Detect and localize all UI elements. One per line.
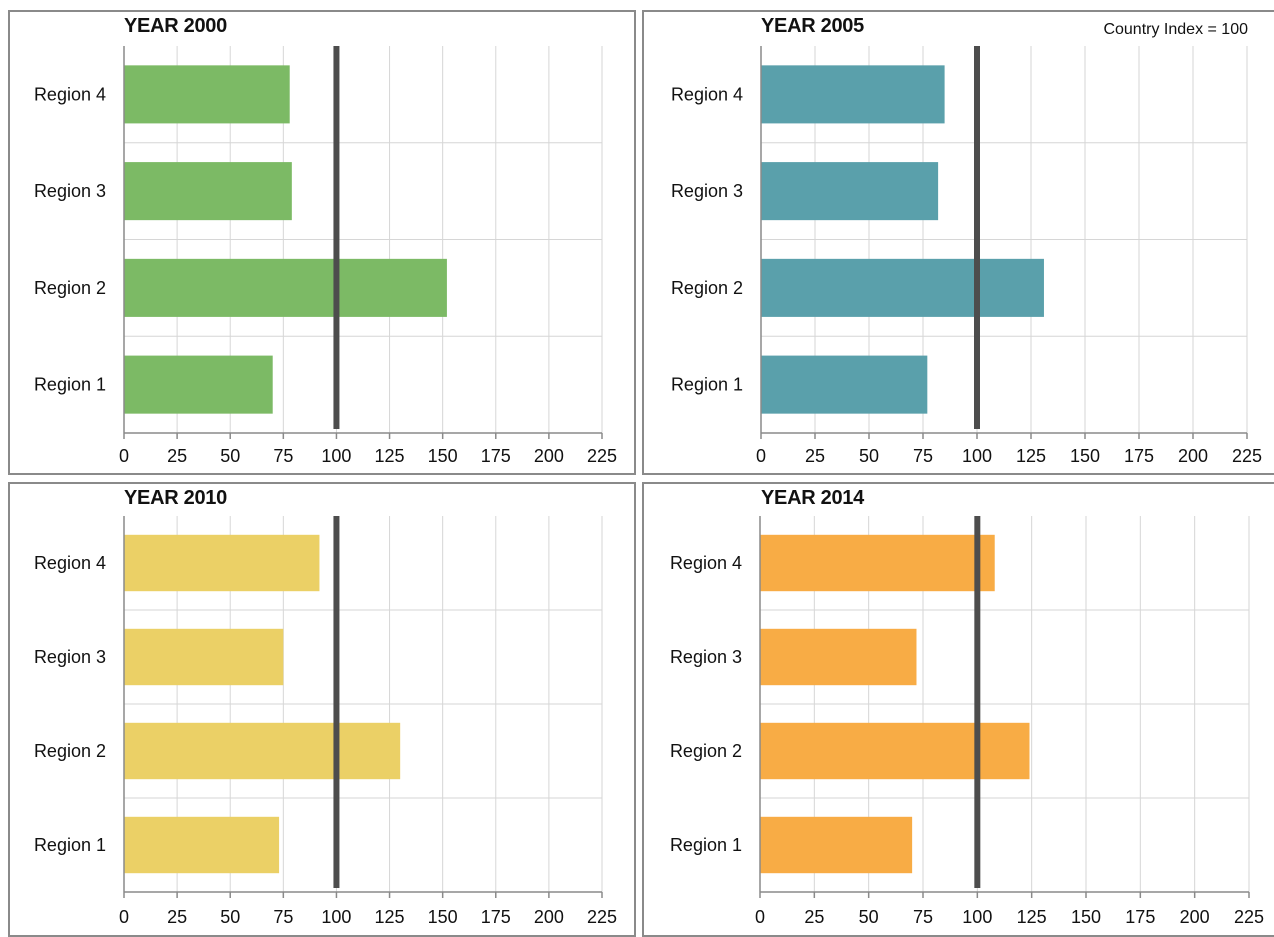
chart-title: YEAR 2000 — [124, 15, 227, 37]
x-tick-label: 175 — [481, 446, 511, 466]
category-label: Region 1 — [34, 375, 106, 395]
bar-region-1 — [761, 355, 928, 414]
category-label: Region 4 — [34, 553, 106, 573]
bar-region-3 — [760, 628, 917, 686]
x-tick-label: 0 — [755, 907, 765, 927]
bar-region-1 — [124, 355, 273, 414]
x-tick-label: 50 — [859, 446, 879, 466]
category-label: Region 2 — [34, 741, 106, 761]
x-tick-label: 175 — [1125, 907, 1155, 927]
bar-region-1 — [760, 816, 913, 874]
x-tick-label: 25 — [167, 446, 187, 466]
x-tick-label: 25 — [804, 907, 824, 927]
bar-chart-year-2000: Region 4 Region 3 Region 2 Region 1 0 25 50 75 1… — [34, 46, 617, 466]
x-tick-label: 125 — [375, 446, 405, 466]
bar-chart-year-2010: Region 4 Region 3 Region 2 Region 1 0 25 50 75 1… — [34, 516, 617, 927]
x-tick-label: 25 — [167, 907, 187, 927]
x-tick-label: 150 — [1070, 446, 1100, 466]
x-tick-label: 225 — [1232, 446, 1262, 466]
category-label: Region 3 — [34, 647, 106, 667]
chart-panel-year-2005: YEAR 2005 Country Index = 100 Region 4 Re… — [642, 10, 1274, 475]
bar-region-3 — [761, 162, 939, 221]
chart-panel-year-2014: YEAR 2014 Region 4 Region 3 Region 2 Region… — [642, 482, 1274, 937]
category-label: Region 4 — [671, 84, 743, 104]
x-tick-label: 100 — [962, 907, 992, 927]
category-label: Region 2 — [671, 278, 743, 298]
x-tick-label: 75 — [273, 446, 293, 466]
category-label: Region 2 — [34, 278, 106, 298]
bar-chart-year-2005: Region 4 Region 3 Region 2 Region 1 0 25 50 75 1… — [671, 46, 1262, 466]
x-tick-label: 175 — [481, 907, 511, 927]
bar-region-2 — [761, 258, 1044, 317]
category-label: Region 3 — [670, 647, 742, 667]
x-tick-label: 100 — [962, 446, 992, 466]
bar-region-2 — [124, 722, 401, 780]
x-tick-label: 75 — [273, 907, 293, 927]
x-tick-label: 75 — [913, 446, 933, 466]
x-tick-label: 75 — [913, 907, 933, 927]
bar-region-3 — [124, 628, 284, 686]
x-tick-label: 225 — [1234, 907, 1264, 927]
x-tick-label: 150 — [428, 907, 458, 927]
x-tick-label: 200 — [534, 446, 564, 466]
category-label: Region 1 — [671, 375, 743, 395]
chart-title: YEAR 2014 — [761, 487, 864, 509]
x-tick-label: 0 — [756, 446, 766, 466]
category-label: Region 4 — [34, 84, 106, 104]
x-tick-label: 150 — [1071, 907, 1101, 927]
bar-region-3 — [124, 162, 292, 221]
chart-panel-year-2010: YEAR 2010 Region 4 Region 3 Region 2 Region… — [8, 482, 636, 937]
x-tick-label: 0 — [119, 446, 129, 466]
chart-title: YEAR 2005 — [761, 15, 864, 37]
bar-region-2 — [760, 722, 1030, 780]
x-tick-label: 50 — [220, 907, 240, 927]
x-tick-label: 100 — [321, 907, 351, 927]
bar-chart-year-2014: Region 4 Region 3 Region 2 Region 1 0 25 50 75 1… — [670, 516, 1264, 927]
x-tick-label: 225 — [587, 907, 617, 927]
bar-region-4 — [760, 534, 995, 592]
chart-panel-year-2000: YEAR 2000 Region 4 Region 3 Region 2 Region… — [8, 10, 636, 475]
bar-region-4 — [124, 65, 290, 124]
bar-region-4 — [124, 534, 320, 592]
category-label: Region 2 — [670, 741, 742, 761]
bar-region-1 — [124, 816, 280, 874]
x-tick-label: 200 — [1178, 446, 1208, 466]
category-label: Region 1 — [670, 835, 742, 855]
category-label: Region 3 — [34, 181, 106, 201]
category-label: Region 1 — [34, 835, 106, 855]
x-tick-label: 50 — [220, 446, 240, 466]
category-label: Region 3 — [671, 181, 743, 201]
x-tick-label: 225 — [587, 446, 617, 466]
category-label: Region 4 — [670, 553, 742, 573]
chart-title: YEAR 2010 — [124, 487, 227, 509]
x-tick-label: 50 — [859, 907, 879, 927]
country-index-note: Country Index = 100 — [1103, 21, 1248, 38]
x-tick-label: 125 — [1016, 446, 1046, 466]
x-tick-label: 200 — [534, 907, 564, 927]
x-tick-label: 25 — [805, 446, 825, 466]
x-tick-label: 200 — [1180, 907, 1210, 927]
x-tick-label: 100 — [321, 446, 351, 466]
x-tick-label: 175 — [1124, 446, 1154, 466]
x-tick-label: 0 — [119, 907, 129, 927]
x-tick-label: 150 — [428, 446, 458, 466]
bar-region-4 — [761, 65, 945, 124]
x-tick-label: 125 — [1017, 907, 1047, 927]
x-tick-label: 125 — [375, 907, 405, 927]
bar-region-2 — [124, 258, 447, 317]
